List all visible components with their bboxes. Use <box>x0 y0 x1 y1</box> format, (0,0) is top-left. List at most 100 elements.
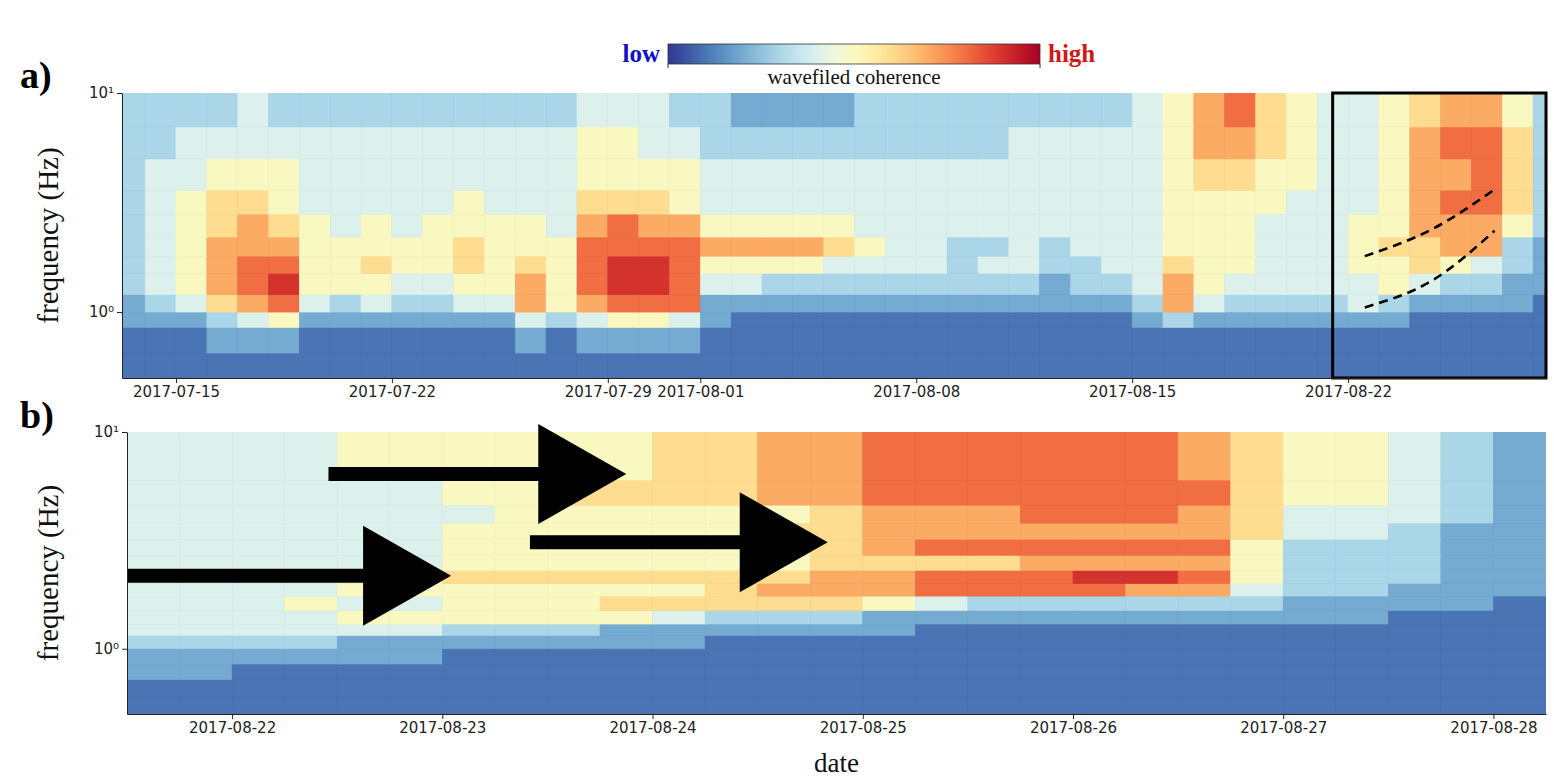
heatmap-cell <box>1126 664 1179 680</box>
heatmap-cell <box>1441 624 1494 636</box>
heatmap-cell <box>855 214 886 237</box>
heatmap-cell <box>1493 539 1546 555</box>
heatmap-cell <box>916 295 947 312</box>
heatmap-cell <box>1020 680 1073 697</box>
heatmap-cell <box>1009 328 1040 354</box>
heatmap-cell <box>1471 295 1502 312</box>
heatmap-cell <box>1009 190 1040 214</box>
heatmap-cell <box>484 328 515 354</box>
heatmap-cell <box>1020 624 1073 636</box>
heatmap-cell <box>968 611 1021 624</box>
heatmap-cell <box>1441 664 1494 680</box>
heatmap-cell <box>915 649 968 664</box>
heatmap-cell <box>145 256 176 273</box>
heatmap-cell <box>207 273 238 294</box>
dashed-line <box>1365 188 1497 257</box>
heatmap-cell <box>885 190 916 214</box>
heatmap-cell <box>639 256 670 273</box>
heatmap-cell <box>1225 273 1256 294</box>
heatmap-cell <box>600 636 653 649</box>
heatmap-cell <box>1194 295 1225 312</box>
heatmap-cell <box>484 93 515 127</box>
heatmap-cell <box>700 295 731 312</box>
heatmap-cell <box>653 680 706 697</box>
heatmap-cell <box>546 256 577 273</box>
heatmap-cell <box>810 570 863 583</box>
heatmap-cell <box>968 697 1021 714</box>
heatmap-cell <box>546 93 577 127</box>
heatmap-cell <box>1533 328 1546 354</box>
heatmap-cell <box>1020 432 1073 480</box>
y-tick: 10⁰ <box>94 640 127 658</box>
heatmap-cell <box>669 312 700 327</box>
heatmap-cell <box>1336 523 1389 539</box>
heatmap-cell <box>1502 353 1533 378</box>
heatmap-cell <box>600 697 653 714</box>
heatmap-cell <box>1040 93 1071 127</box>
heatmap-cell <box>1070 159 1101 190</box>
heatmap-cell <box>1336 596 1389 611</box>
heatmap-cell <box>1194 273 1225 294</box>
heatmap-cell <box>1286 256 1317 273</box>
heatmap-cell <box>863 697 916 714</box>
y-axis-title: frequency (Hz) <box>32 485 65 661</box>
heatmap-cell <box>495 664 548 680</box>
heatmap-cell <box>758 649 811 664</box>
heatmap-cell <box>1101 214 1132 237</box>
heatmap-cell <box>361 159 392 190</box>
heatmap-cell <box>915 611 968 624</box>
heatmap-cell <box>1194 237 1225 256</box>
heatmap-cell <box>653 570 706 583</box>
heatmap-cell <box>1070 127 1101 159</box>
heatmap-cell <box>390 523 443 539</box>
heatmap-cell <box>855 295 886 312</box>
heatmap-cell <box>1101 93 1132 127</box>
heatmap-cell <box>1471 328 1502 354</box>
heatmap-cell <box>361 328 392 354</box>
heatmap-cell <box>731 159 762 190</box>
heatmap-cell <box>423 312 454 327</box>
heatmap-cell <box>1009 312 1040 327</box>
heatmap-cell <box>442 596 495 611</box>
heatmap-cell <box>1336 611 1389 624</box>
heatmap-cell <box>1040 256 1071 273</box>
heatmap-cell <box>1126 539 1179 555</box>
heatmap-cell <box>978 312 1009 327</box>
heatmap-cell <box>1493 555 1546 570</box>
heatmap-cell <box>1256 312 1287 327</box>
heatmap-cell <box>700 353 731 378</box>
heatmap-cell <box>577 328 608 354</box>
heatmap-cell <box>232 432 285 480</box>
arrow <box>328 424 626 524</box>
heatmap-cell <box>1502 214 1533 237</box>
heatmap-cell <box>885 256 916 273</box>
heatmap-cell <box>238 127 269 159</box>
heatmap-cell <box>176 312 207 327</box>
heatmap-cell <box>390 680 443 697</box>
heatmap-cell <box>968 596 1021 611</box>
heatmap-cell <box>180 697 233 714</box>
heatmap-cell <box>1073 480 1126 505</box>
heatmap-cell <box>916 312 947 327</box>
heatmap-cell <box>337 680 390 697</box>
heatmap-cell <box>1533 237 1546 256</box>
heatmap-cell <box>1336 680 1389 697</box>
heatmap-cell <box>863 636 916 649</box>
heatmap-cell <box>207 214 238 237</box>
heatmap-cell <box>731 312 762 327</box>
heatmap-cell <box>547 680 600 697</box>
heatmap-cell <box>1020 611 1073 624</box>
heatmap-cell <box>855 353 886 378</box>
heatmap-cell <box>577 353 608 378</box>
heatmap-cell <box>232 680 285 697</box>
x-tick-label: 2017-08-27 <box>1240 719 1327 737</box>
heatmap-cell <box>495 624 548 636</box>
chart-figure: lowhighwavefiled coherence2017-07-152017… <box>0 0 1554 782</box>
heatmap-cell <box>330 295 361 312</box>
heatmap-cell <box>639 237 670 256</box>
heatmap-cell <box>1256 237 1287 256</box>
heatmap-cell <box>547 649 600 664</box>
heatmap-cell <box>1194 214 1225 237</box>
x-tick: 2017-08-25 <box>820 714 907 737</box>
heatmap-cell <box>145 273 176 294</box>
